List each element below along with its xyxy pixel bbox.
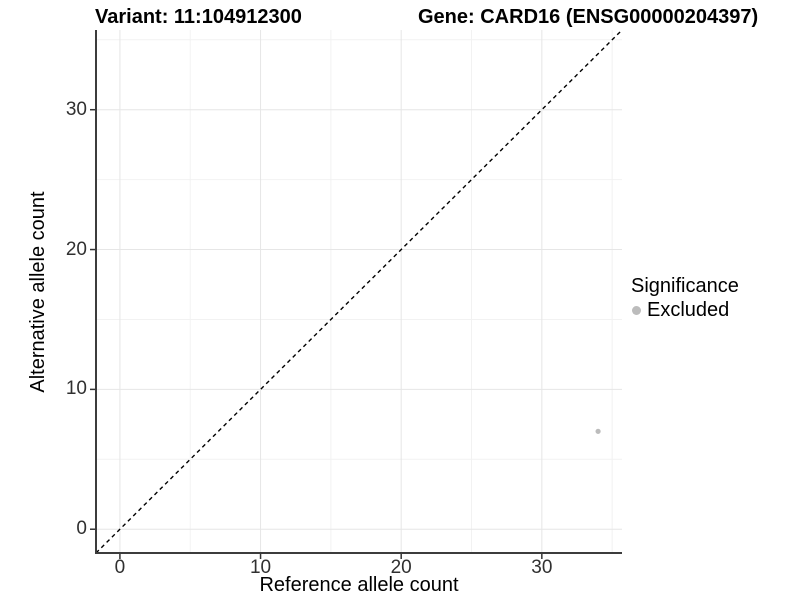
identity-dashed-line	[95, 29, 623, 554]
chart-title-gene: Gene: CARD16 (ENSG00000204397)	[418, 6, 759, 28]
legend-point-icon	[632, 305, 641, 315]
y-tick-label: 20	[65, 238, 87, 260]
legend: Significance Excluded	[631, 274, 739, 321]
legend-title: Significance	[631, 275, 739, 297]
chart-title-variant: Variant: 11:104912300	[95, 6, 302, 28]
legend-item-excluded: Excluded	[631, 299, 739, 321]
x-tick-label: 30	[531, 557, 553, 578]
y-tick-label: 10	[65, 378, 87, 400]
x-tick-label: 20	[390, 557, 412, 578]
legend-item-label: Excluded	[647, 299, 730, 321]
data-point	[595, 428, 601, 434]
x-axis-title: Reference allele count	[259, 574, 459, 596]
y-axis-title: Alternative allele count	[27, 191, 49, 393]
y-tick-label: 0	[76, 518, 87, 540]
x-tick-label: 10	[249, 557, 272, 578]
y-tick-label: 30	[65, 98, 87, 120]
x-tick-label: 0	[114, 557, 126, 578]
